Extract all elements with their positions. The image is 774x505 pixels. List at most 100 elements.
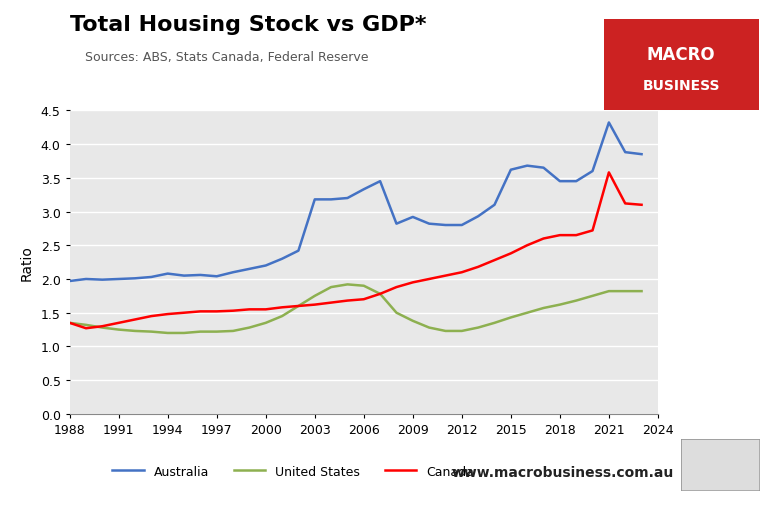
United States [637, 288, 646, 294]
Canada [392, 284, 401, 290]
Canada [147, 314, 156, 320]
Australia [212, 274, 221, 280]
Text: MACRO: MACRO [647, 46, 715, 64]
Australia [571, 179, 580, 185]
Y-axis label: Ratio: Ratio [19, 245, 34, 280]
Australia [130, 276, 139, 282]
Canada [457, 270, 467, 276]
United States [327, 284, 336, 290]
United States [343, 282, 352, 288]
Line: United States: United States [70, 285, 642, 333]
United States [441, 328, 450, 334]
Australia [490, 203, 499, 209]
Canada [180, 310, 189, 316]
United States [457, 328, 467, 334]
Canada [212, 309, 221, 315]
Line: Australia: Australia [70, 123, 642, 281]
United States [392, 310, 401, 316]
Canada [621, 201, 630, 207]
United States [277, 314, 286, 320]
Australia [196, 272, 205, 278]
Australia [588, 169, 598, 175]
Canada [196, 309, 205, 315]
Australia [457, 223, 467, 229]
United States [474, 325, 483, 331]
Canada [163, 312, 173, 318]
United States [114, 327, 123, 333]
Text: Sources: ABS, Stats Canada, Federal Reserve: Sources: ABS, Stats Canada, Federal Rese… [85, 50, 368, 64]
Australia [474, 214, 483, 220]
United States [522, 310, 532, 316]
United States [506, 315, 515, 321]
Canada [424, 276, 433, 282]
Australia [604, 120, 614, 126]
Australia [310, 197, 320, 203]
Australia [375, 179, 385, 185]
United States [539, 306, 548, 312]
Australia [65, 278, 74, 284]
Canada [474, 264, 483, 270]
Canada [375, 291, 385, 297]
Line: Canada: Canada [70, 173, 642, 329]
United States [130, 328, 139, 334]
Australia [392, 221, 401, 227]
Text: BUSINESS: BUSINESS [642, 79, 720, 92]
Canada [343, 298, 352, 304]
United States [604, 288, 614, 294]
United States [212, 329, 221, 335]
Canada [441, 273, 450, 279]
United States [408, 318, 417, 324]
Australia [114, 276, 123, 282]
Australia [637, 152, 646, 158]
Australia [180, 273, 189, 279]
Text: Total Housing Stock vs GDP*: Total Housing Stock vs GDP* [70, 15, 426, 35]
Australia [163, 271, 173, 277]
Canada [277, 305, 286, 311]
Canada [327, 300, 336, 306]
Australia [98, 277, 107, 283]
Canada [539, 236, 548, 242]
Australia [277, 256, 286, 262]
Canada [245, 307, 254, 313]
United States [261, 320, 270, 326]
Legend: Australia, United States, Canada: Australia, United States, Canada [108, 460, 479, 483]
Canada [604, 170, 614, 176]
United States [571, 298, 580, 304]
Canada [408, 280, 417, 286]
Canada [310, 302, 320, 308]
Australia [539, 165, 548, 171]
United States [375, 291, 385, 297]
Australia [228, 270, 238, 276]
Canada [294, 304, 303, 310]
Text: www.macrobusiness.com.au: www.macrobusiness.com.au [451, 465, 673, 479]
Australia [359, 187, 368, 193]
Canada [114, 320, 123, 326]
United States [424, 325, 433, 331]
United States [294, 304, 303, 310]
United States [228, 328, 238, 334]
United States [359, 283, 368, 289]
United States [588, 293, 598, 299]
Australia [441, 223, 450, 229]
Canada [637, 203, 646, 209]
United States [490, 320, 499, 326]
United States [555, 302, 564, 308]
Australia [245, 266, 254, 272]
Australia [147, 274, 156, 280]
Canada [506, 251, 515, 257]
Australia [555, 179, 564, 185]
Canada [522, 243, 532, 249]
United States [310, 293, 320, 299]
Canada [588, 228, 598, 234]
Australia [327, 197, 336, 203]
Canada [261, 307, 270, 313]
Australia [261, 263, 270, 269]
Australia [621, 150, 630, 156]
United States [147, 329, 156, 335]
Australia [294, 248, 303, 254]
United States [163, 330, 173, 336]
Australia [408, 215, 417, 221]
United States [180, 330, 189, 336]
Australia [522, 163, 532, 169]
Canada [490, 258, 499, 264]
